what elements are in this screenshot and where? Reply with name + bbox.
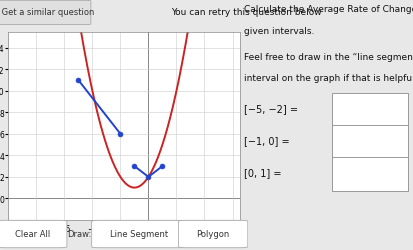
Text: Polygon: Polygon: [197, 228, 230, 237]
FancyBboxPatch shape: [92, 220, 186, 248]
FancyBboxPatch shape: [0, 220, 67, 248]
FancyBboxPatch shape: [178, 220, 248, 248]
Text: Feel free to draw in the “line segment” for each: Feel free to draw in the “line segment” …: [244, 52, 413, 61]
Text: [0, 1] =: [0, 1] =: [244, 168, 281, 178]
Text: ↺ Get a similar question: ↺ Get a similar question: [0, 8, 95, 17]
Text: given intervals.: given intervals.: [244, 26, 314, 36]
Text: Calculate the Average Rate of Change over the: Calculate the Average Rate of Change ove…: [244, 5, 413, 14]
Text: interval on the graph if that is helpful!: interval on the graph if that is helpful…: [244, 74, 413, 83]
FancyBboxPatch shape: [332, 93, 408, 126]
Text: [−5, −2] =: [−5, −2] =: [244, 103, 298, 113]
Text: Line Segment: Line Segment: [110, 228, 168, 237]
Text: Draw:: Draw:: [67, 228, 91, 237]
Text: Clear All: Clear All: [14, 228, 50, 237]
Text: You can retry this question below: You can retry this question below: [171, 8, 322, 17]
Text: [−1, 0] =: [−1, 0] =: [244, 136, 289, 145]
FancyBboxPatch shape: [332, 126, 408, 159]
FancyBboxPatch shape: [0, 1, 91, 25]
FancyBboxPatch shape: [332, 158, 408, 191]
